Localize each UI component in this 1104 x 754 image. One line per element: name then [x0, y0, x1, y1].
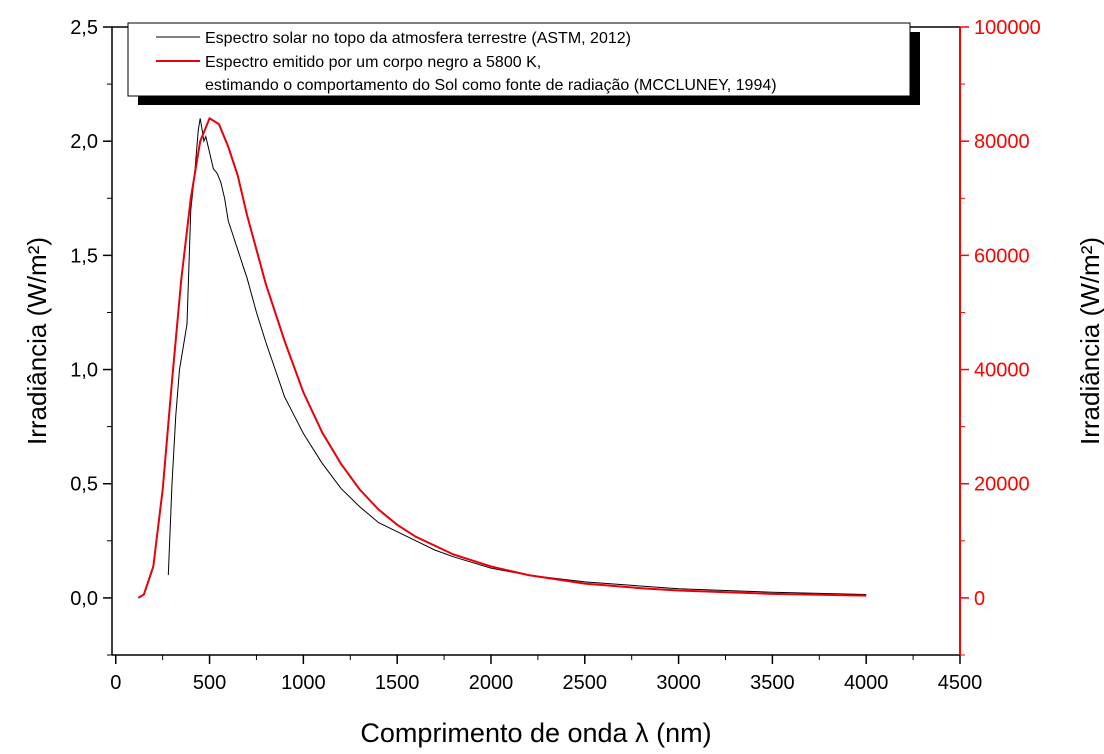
legend-entry-solar: Espectro solar no topo da atmosfera terr… — [205, 30, 631, 47]
y-left-tick-label: 2,5 — [70, 17, 98, 39]
y-left-tick-label: 1,5 — [70, 245, 98, 267]
y-right-tick-label: 80000 — [974, 131, 1030, 153]
y-right-tick-label: 40000 — [974, 360, 1030, 382]
y-left-tick-label: 0,0 — [70, 588, 98, 610]
y-right-tick-label: 60000 — [974, 245, 1030, 267]
y-left-tick-label: 2,0 — [70, 131, 98, 153]
series-solar-spectrum-line — [167, 118, 867, 595]
x-tick-label: 2000 — [469, 672, 514, 694]
y-left-tick-label: 1,0 — [70, 360, 98, 382]
x-tick-label: 2500 — [563, 672, 608, 694]
ticks-layer: 0 500 1000 1500 2000 2500 3000 3500 4000 4500 0,0 0… — [70, 17, 1041, 694]
plot-area — [137, 116, 867, 599]
y-right-tick-label: 0 — [974, 588, 985, 610]
x-tick-label: 0 — [110, 672, 121, 694]
legend: Espectro solar no topo da atmosfera terr… — [127, 22, 920, 105]
x-tick-label: 3000 — [656, 672, 701, 694]
x-axis-label: Comprimento de onda λ (nm) — [360, 718, 711, 748]
x-tick-label: 1500 — [375, 672, 420, 694]
legend-box — [127, 22, 911, 97]
x-tick-label: 500 — [193, 672, 226, 694]
x-tick-label: 3500 — [750, 672, 795, 694]
y-axis-left-label: Irradiância (W/m²) — [22, 237, 52, 445]
x-tick-label: 1000 — [281, 672, 326, 694]
y-right-tick-label: 100000 — [974, 17, 1041, 39]
y-axis-right-label: Irradiância (W/m²) — [1075, 237, 1104, 445]
legend-entry-blackbody: Espectro emitido por um corpo negro a 58… — [205, 54, 541, 71]
y-left-tick-label: 0,5 — [70, 474, 98, 496]
series-blackbody-line — [137, 116, 867, 599]
x-tick-label: 4000 — [844, 672, 889, 694]
y-right-tick-label: 20000 — [974, 474, 1030, 496]
legend-entry-blackbody-line2: estimando o comportamento do Sol como fo… — [205, 77, 777, 94]
x-tick-label: 4500 — [938, 672, 983, 694]
